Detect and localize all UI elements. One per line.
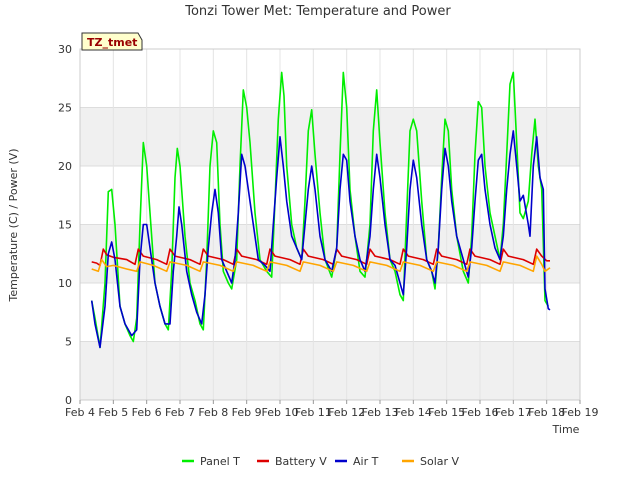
plot-frame <box>79 48 581 401</box>
site-badge: TZ_tmet <box>81 32 143 51</box>
series-line-panel-t <box>90 71 549 349</box>
x-tick-label: Feb 12 <box>328 406 365 419</box>
legend-label: Solar V <box>420 455 460 468</box>
x-tick-label: Feb 18 <box>528 406 565 419</box>
legend-label: Air T <box>353 455 379 468</box>
y-axis-label: Temperature (C) / Power (V) <box>7 148 20 302</box>
x-tick-label: Feb 5 <box>98 406 128 419</box>
y-tick-label: 25 <box>58 102 72 115</box>
x-axis-label: Time <box>552 423 580 436</box>
y-tick-label: 30 <box>58 43 72 56</box>
legend-label: Battery V <box>275 455 327 468</box>
y-tick-label: 20 <box>58 160 72 173</box>
x-tick-label: Feb 15 <box>428 406 465 419</box>
x-tick-label: Feb 10 <box>262 406 299 419</box>
x-tick-label: Feb 6 <box>132 406 162 419</box>
site-badge-label: TZ_tmet <box>87 36 137 49</box>
x-tick-label: Feb 9 <box>232 406 262 419</box>
x-tick-label: Feb 7 <box>165 406 195 419</box>
y-tick-label: 0 <box>65 394 72 407</box>
site-badge-box <box>81 32 143 51</box>
x-tick-label: Feb 17 <box>495 406 532 419</box>
x-axis-ticks: Feb 4 Feb 5 Feb 6 Feb 7 Feb 8 Feb 9 Feb 10Feb … <box>65 400 598 419</box>
x-tick-label: Feb 13 <box>362 406 399 419</box>
x-tick-label: Feb 8 <box>198 406 228 419</box>
y-tick-label: 15 <box>58 219 72 232</box>
x-tick-label: Feb 14 <box>395 406 432 419</box>
series-line-air-t <box>90 130 551 349</box>
plot-band <box>80 341 580 400</box>
x-tick-label: Feb 11 <box>295 406 332 419</box>
plot-bands <box>80 107 580 400</box>
x-tick-label: Feb 19 <box>562 406 599 419</box>
series-line-solar-v <box>91 255 551 273</box>
legend: Panel T Battery V Air T Solar V <box>182 455 460 468</box>
x-tick-label: Feb 16 <box>462 406 499 419</box>
plot-band <box>80 107 580 166</box>
y-axis-ticks: 0 5 10 15 20 25 30 <box>58 43 72 407</box>
y-tick-label: 5 <box>65 336 72 349</box>
series-group <box>90 71 551 349</box>
y-tick-label: 10 <box>58 277 72 290</box>
chart-title: Tonzi Tower Met: Temperature and Power <box>184 4 451 19</box>
legend-label: Panel T <box>200 455 240 468</box>
series-line-battery-v <box>91 248 550 267</box>
x-tick-label: Feb 4 <box>65 406 95 419</box>
